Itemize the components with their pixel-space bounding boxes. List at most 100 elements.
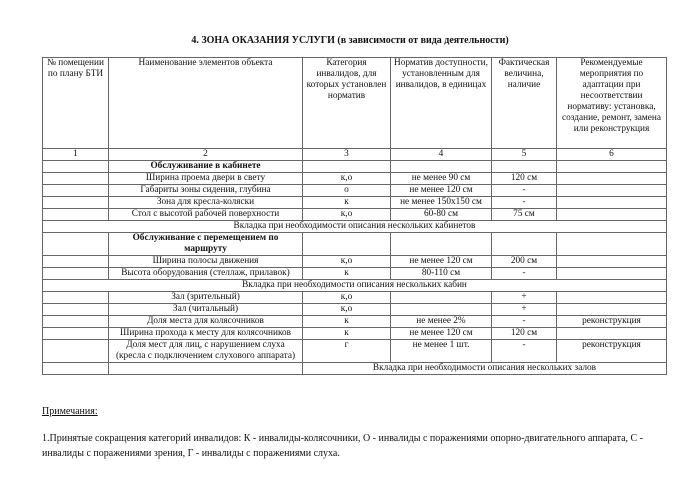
table-cell (491, 160, 557, 173)
table-cell: 75 см (491, 208, 557, 221)
table-cell: не менее 2% (390, 315, 492, 328)
insert-note: Вкладка при необходимости описания неско… (302, 362, 667, 375)
table-cell: о (302, 184, 391, 197)
table-row: Зал (зрительный) к,о + (42, 291, 667, 304)
table-cell (556, 172, 667, 185)
table-cell (556, 327, 667, 340)
header-cell: Рекомендуемые мероприятия по адаптации п… (556, 57, 667, 149)
table-cell (556, 208, 667, 221)
table-cell: к (302, 267, 391, 280)
table-cell: к (302, 196, 391, 209)
table-cell: + (491, 303, 557, 316)
section-label: Обслуживание с перемещением по маршруту (132, 233, 279, 254)
table-cell: г (302, 339, 391, 363)
insert-note: Вкладка при необходимости описания неско… (42, 279, 667, 292)
table-cell: Доля места для колясочников (108, 315, 303, 328)
table-cell (42, 315, 109, 328)
table-cell: - (491, 315, 557, 328)
table-cell (390, 303, 492, 316)
table-cell: не менее 150x150 см (390, 196, 492, 209)
table-cell: к (302, 315, 391, 328)
table-cell: 80-110 см (390, 267, 492, 280)
section-title-cell: Обслуживание с перемещением по маршруту (108, 232, 303, 256)
column-number: 3 (302, 148, 391, 161)
table-row: Габариты зоны сидения, глубина о не менее … (42, 184, 667, 197)
table-cell (556, 196, 667, 209)
column-number: 5 (491, 148, 557, 161)
table-cell: к,о (302, 291, 391, 304)
table-cell (42, 172, 109, 185)
table-cell (42, 339, 109, 363)
table-cell (42, 232, 109, 256)
table-cell (42, 267, 109, 280)
table-cell (42, 303, 109, 316)
section-title-cell: Обслуживание в кабинете (108, 160, 303, 173)
column-number: 6 (556, 148, 667, 161)
table-cell: Габариты зоны сидения, глубина (108, 184, 303, 197)
header-cell: № помещении по плану БТИ (42, 57, 109, 149)
table-cell (42, 196, 109, 209)
table-row: Высота оборудования (стеллаж, прилавок) к… (42, 267, 667, 280)
table-cell (390, 160, 492, 173)
table-cell (556, 303, 667, 316)
header-cell: Наименование элементов объекта (108, 57, 303, 149)
table-row: Зал (читальный) к,о + (42, 303, 667, 316)
table-cell: реконструкция (556, 339, 667, 363)
insert-row: Вкладка при необходимости описания неско… (42, 279, 667, 292)
table-cell (42, 160, 109, 173)
table-cell: Зал (читальный) (108, 303, 303, 316)
notes-heading: Примечания: (42, 406, 98, 417)
table-cell (42, 291, 109, 304)
table-cell: 200 см (491, 255, 557, 268)
table-cell: не менее 120 см (390, 184, 492, 197)
table-row: Ширина прохода к месту для колясочников к… (42, 327, 667, 340)
table-cell (556, 232, 667, 256)
table-cell (390, 291, 492, 304)
column-number: 2 (108, 148, 303, 161)
table-row: Доля места для колясочников к не менее 2% -… (42, 315, 667, 328)
table-cell: Стол с высотой рабочей поверхности (108, 208, 303, 221)
table-cell: Ширина прохода к месту для колясочников (108, 327, 303, 340)
table-cell: к,о (302, 255, 391, 268)
table-cell: Зона для кресла-коляски (108, 196, 303, 209)
table-cell (556, 291, 667, 304)
table-cell (42, 255, 109, 268)
table-cell: не менее 120 см (390, 327, 492, 340)
table-cell: Зал (зрительный) (108, 291, 303, 304)
insert-row: Вкладка при необходимости описания неско… (42, 220, 667, 233)
table-cell: - (491, 196, 557, 209)
table-cell: Высота оборудования (стеллаж, прилавок) (108, 267, 303, 280)
service-zone-table: № помещении по плану БТИ Наименование эл… (42, 57, 667, 375)
table-cell (390, 232, 492, 256)
table-cell: к,о (302, 303, 391, 316)
table-row: Стол с высотой рабочей поверхности к,о 60-… (42, 208, 667, 221)
table-cell: Ширина полосы движения (108, 255, 303, 268)
table-cell: не менее 1 шт. (390, 339, 492, 363)
table-row: Ширина проема двери в свету к,о не менее 9… (42, 172, 667, 185)
table-cell (42, 362, 109, 375)
table-row: Зона для кресла-коляски к не менее 150x150… (42, 196, 667, 209)
table-cell (42, 327, 109, 340)
table-cell (302, 232, 391, 256)
table-cell: 60-80 см (390, 208, 492, 221)
table-cell (556, 255, 667, 268)
table-cell: + (491, 291, 557, 304)
header-row: № помещении по плану БТИ Наименование эл… (42, 57, 667, 149)
header-cell: Категория инвалидов, для которых установ… (302, 57, 391, 149)
table-cell: не менее 90 см (390, 172, 492, 185)
table-cell: 120 см (491, 172, 557, 185)
table-cell: Доля мест для лиц, с нарушением слуха (к… (108, 339, 303, 363)
table-cell (108, 362, 303, 375)
table-row: Ширина полосы движения к,о не менее 120 см… (42, 255, 667, 268)
table-cell (556, 184, 667, 197)
table-cell (556, 267, 667, 280)
table-cell (491, 232, 557, 256)
section-label: Обслуживание в кабинете (150, 161, 261, 171)
table-cell: к,о (302, 208, 391, 221)
table-cell (556, 160, 667, 173)
table-cell: Ширина проема двери в свету (108, 172, 303, 185)
header-cell: Фактическая величина, наличие (491, 57, 557, 149)
table-cell: - (491, 184, 557, 197)
table-cell: к,о (302, 172, 391, 185)
table-cell: не менее 120 см (390, 255, 492, 268)
